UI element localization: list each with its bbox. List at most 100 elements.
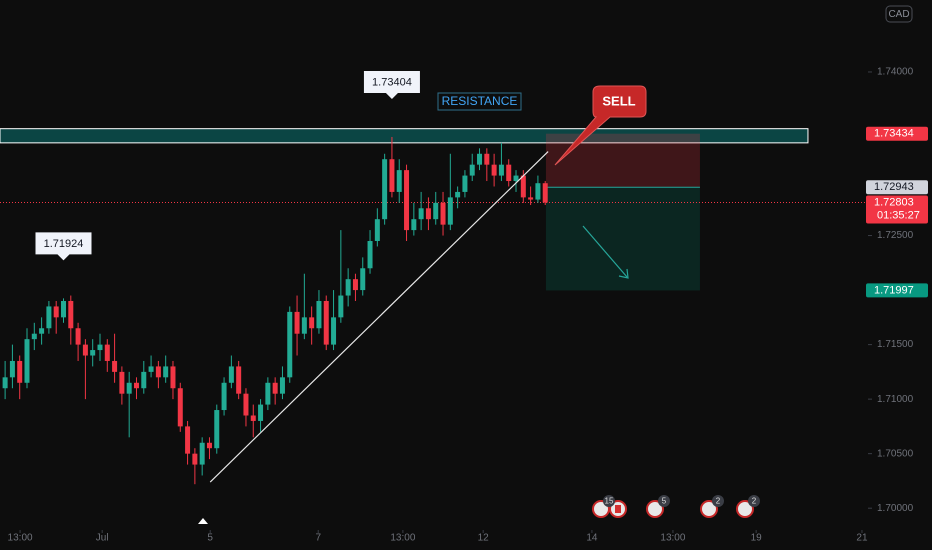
candle-body	[287, 311, 293, 378]
candle-body	[542, 183, 548, 203]
candle-body	[338, 295, 344, 318]
resistance-label: RESISTANCE	[442, 94, 518, 108]
candle-body	[440, 202, 446, 225]
candle-body	[477, 153, 483, 165]
candle-body	[192, 453, 198, 465]
x-tick-label: 13:00	[390, 533, 415, 544]
candle-body	[2, 377, 8, 389]
candle-body	[272, 382, 278, 394]
candle-body	[68, 300, 74, 329]
events: 15 5 2 2	[592, 495, 760, 518]
x-tick-label: 12	[478, 533, 490, 544]
candle-body	[199, 442, 205, 465]
last-price: 1.72803	[874, 196, 914, 208]
candle-body	[352, 279, 358, 291]
overlay-layer: 1.71924 1.73404	[35, 70, 549, 483]
event-icon[interactable]	[736, 500, 754, 518]
candle-body	[214, 410, 220, 449]
y-tick-label: 1.72500	[877, 230, 914, 241]
candle-body	[133, 382, 139, 389]
candle-body	[82, 344, 88, 356]
candle-body	[520, 175, 526, 198]
candle-body	[104, 344, 110, 361]
resistance-zone	[0, 128, 809, 144]
candle-body	[498, 164, 504, 176]
candle-body	[60, 300, 66, 318]
candle-body	[309, 317, 315, 329]
candle-body	[53, 306, 59, 318]
candle-body	[236, 366, 242, 394]
x-tick-label: 13:00	[8, 533, 33, 544]
candle-body	[170, 366, 176, 389]
candle-body	[258, 404, 264, 421]
candle-body	[447, 197, 453, 225]
event-count: 2	[752, 497, 757, 506]
candle-body	[206, 442, 212, 449]
candle-body	[323, 300, 329, 345]
candle-body	[491, 164, 497, 176]
countdown: 01:35:27	[877, 209, 920, 221]
y-tick-label: 1.71000	[877, 394, 914, 405]
event-badge	[658, 495, 670, 507]
event-count: 5	[662, 497, 667, 506]
candle-body	[9, 360, 15, 378]
candle-body	[345, 279, 351, 296]
candle-body	[462, 175, 468, 192]
candle-body	[112, 360, 118, 372]
candle-body	[535, 183, 541, 200]
stop-price-box	[866, 126, 928, 141]
high-label-box	[35, 232, 92, 261]
candle-body	[455, 191, 461, 198]
candle-body	[163, 366, 169, 378]
arrow-head	[618, 268, 629, 279]
stop-area	[545, 133, 700, 188]
candle-body	[119, 371, 125, 394]
candle-body	[265, 382, 271, 405]
high-label: 1.73404	[372, 76, 412, 88]
candle-body	[513, 175, 519, 182]
candle-body	[31, 333, 37, 340]
candle-body	[469, 164, 475, 176]
event-count: 2	[716, 497, 721, 506]
event-icon[interactable]	[646, 500, 664, 518]
candle-body	[17, 360, 23, 383]
event-badge	[748, 495, 760, 507]
resistance-box	[437, 92, 522, 111]
candle-body	[360, 268, 366, 291]
high-label: 1.71924	[44, 238, 84, 250]
currency: CAD	[888, 9, 909, 20]
candle-body	[316, 300, 322, 329]
candle-body	[141, 371, 147, 389]
trade-layer	[0, 133, 870, 291]
candle-body	[75, 328, 81, 345]
candle-body	[389, 159, 395, 192]
sell-callout	[554, 85, 647, 166]
high-label-box	[363, 70, 420, 99]
candle-body	[24, 339, 30, 383]
candles-layer	[2, 136, 548, 485]
candle-body	[177, 388, 183, 427]
candle-body	[243, 393, 249, 416]
candle-body	[155, 366, 161, 378]
candle-body	[221, 382, 227, 411]
candle-body	[250, 415, 256, 421]
target-area	[545, 187, 700, 291]
flag-leaf	[615, 505, 621, 513]
currency-box	[885, 5, 913, 23]
y-tick-label: 1.74000	[877, 67, 914, 78]
candle-body	[97, 344, 103, 351]
event-count: 15	[605, 497, 614, 506]
session-marker	[198, 518, 208, 524]
candle-body	[367, 241, 373, 269]
last-price-box	[866, 195, 928, 224]
sell-label: SELL	[602, 93, 635, 108]
candle-body	[90, 350, 96, 356]
x-tick-label: 5	[207, 533, 213, 544]
candle-body	[39, 328, 45, 334]
event-icon[interactable]	[700, 500, 718, 518]
x-tick-label: 19	[751, 533, 763, 544]
candle-body	[148, 366, 154, 372]
axis-layer: 1.74000 1.72500 1.71500 1.71000 1.70500 1.700…	[8, 67, 928, 544]
